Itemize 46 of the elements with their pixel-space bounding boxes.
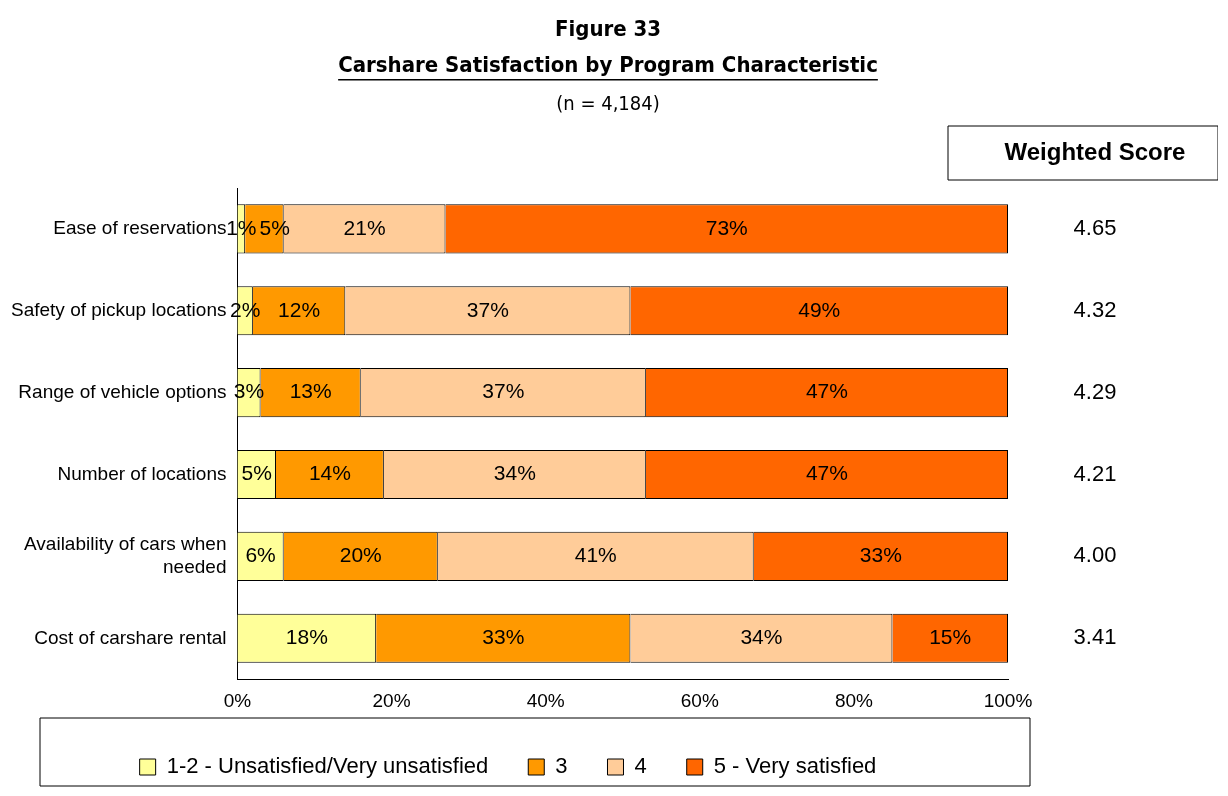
legend-label: 4: [634, 753, 647, 779]
text: 3.41: [1073, 624, 1117, 650]
y-tick-label: Cost of carshare rental: [34, 626, 227, 648]
data-label: 34%: [493, 461, 536, 485]
x-tick-label: 0%: [223, 689, 252, 711]
x-tick-label: 40%: [526, 689, 565, 711]
text: Weighted Score: [1004, 137, 1186, 165]
text: 4.32: [1073, 296, 1117, 322]
text: 4.29: [1073, 378, 1117, 404]
data-label: 49%: [798, 297, 841, 321]
chart-title: Figure 33: [554, 15, 662, 41]
text: 4.21: [1073, 460, 1117, 486]
data-label: 37%: [466, 297, 509, 321]
y-tick-label: Range of vehicle options: [18, 380, 227, 402]
y-tick-label: Safety of pickup locations: [10, 299, 227, 321]
data-label: 33%: [859, 543, 902, 567]
legend-label: 3: [555, 753, 568, 779]
text: 4.65: [1073, 215, 1117, 240]
x-tick-label: 80%: [834, 689, 874, 711]
chart-subtitle: Carshare Satisfaction by Program Characteristic: [338, 51, 878, 77]
x-tick-label: 20%: [372, 689, 411, 711]
y-tick-label: Ease of reservations: [53, 217, 227, 239]
data-label: 20%: [339, 543, 382, 567]
x-tick-label: 60%: [680, 689, 719, 711]
data-label: 37%: [482, 379, 525, 403]
data-label: 47%: [805, 379, 848, 403]
y-tick-label: Availability of cars when needed: [24, 533, 227, 578]
legend-label: 5 - Very satisfied: [713, 753, 877, 779]
data-label: 6%: [245, 543, 276, 567]
data-label: 15%: [929, 625, 972, 649]
data-label: 34%: [740, 625, 783, 649]
data-label: 5%: [241, 461, 272, 485]
data-label: 18%: [285, 625, 328, 649]
data-label: 47%: [805, 461, 848, 485]
data-label: 33%: [482, 625, 525, 649]
data-label: 12%: [278, 297, 321, 321]
x-tick-label: 100%: [983, 689, 1033, 711]
data-label: 73%: [705, 215, 748, 239]
data-label: 13%: [289, 379, 332, 403]
y-tick-label: Number of locations: [57, 462, 227, 484]
text: 4.00: [1073, 542, 1117, 568]
data-label: 14%: [308, 461, 351, 485]
legend-label: 1-2 - Unsatisfied/Very unsatisfied: [166, 753, 489, 779]
data-label: 21%: [343, 215, 386, 239]
data-label: 41%: [574, 543, 617, 567]
text: (n = 4,184): [556, 91, 660, 116]
